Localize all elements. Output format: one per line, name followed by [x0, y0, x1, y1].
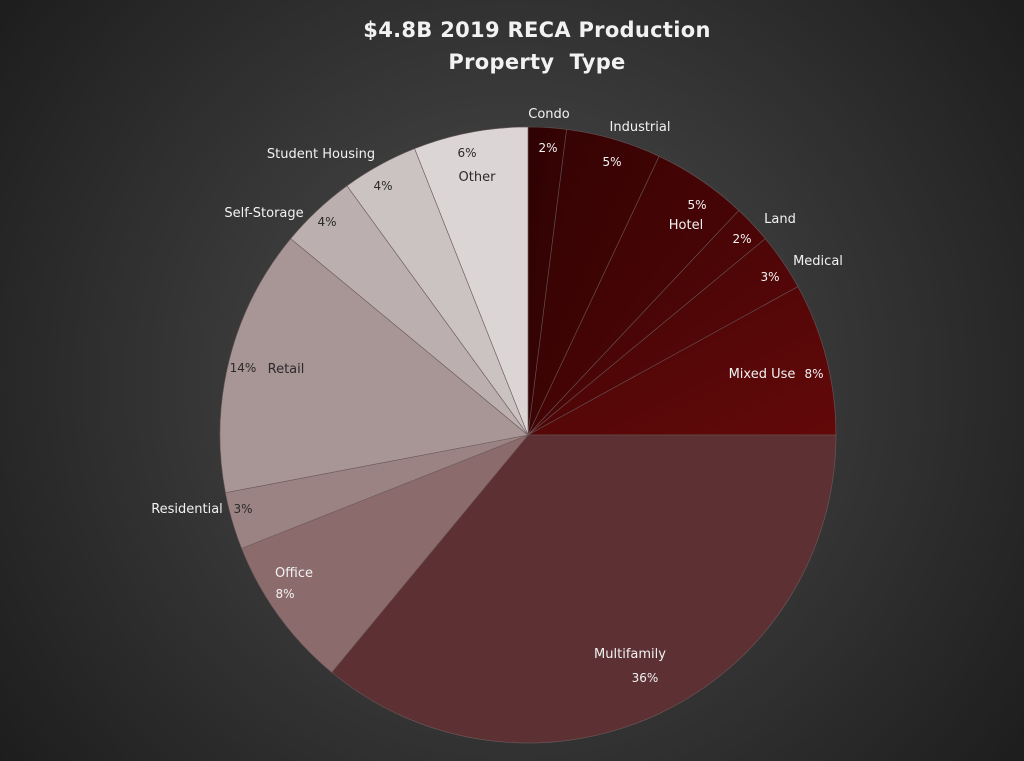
slice-percent-label: 36% [632, 671, 659, 685]
pie-slice-shade [528, 129, 660, 435]
slice-percent-label: 3% [233, 502, 252, 516]
chart-title: $4.8B 2019 RECA Production [363, 18, 711, 42]
pie-slices [219, 126, 837, 744]
slice-percent-label: 5% [687, 198, 706, 212]
slice-label: Retail [268, 362, 305, 377]
slice-label: Student Housing [267, 147, 375, 162]
pie-slice-shade [528, 238, 798, 435]
slice-percent-label: 8% [804, 367, 823, 381]
pie-slice-multifamily [331, 434, 837, 744]
slice-label: Medical [793, 254, 843, 269]
slice-label: Residential [151, 502, 223, 517]
pie-slice-shade [528, 286, 836, 435]
slice-percent-label: 14% [230, 361, 257, 375]
slice-label: Land [764, 212, 796, 227]
slice-percent-label: 6% [457, 146, 476, 160]
slice-label: Other [459, 170, 497, 185]
pie-slice-shade [528, 156, 739, 435]
slice-label: Office [275, 566, 313, 581]
slice-percent-label: 2% [538, 141, 557, 155]
slice-percent-label: 5% [602, 155, 621, 169]
pie-slice-other [414, 126, 529, 436]
slice-percent-label: 2% [732, 232, 751, 246]
pie-slice-retail [219, 238, 529, 494]
slice-percent-label: 8% [275, 587, 294, 601]
slice-percent-label: 3% [760, 270, 779, 284]
slice-label: Condo [528, 107, 570, 122]
slice-label: Mixed Use [729, 367, 796, 382]
slice-label: Industrial [610, 120, 671, 135]
pie-slice-shade [528, 210, 766, 435]
slice-percent-label: 4% [373, 179, 392, 193]
slice-label: Multifamily [594, 647, 666, 662]
chart-subtitle: Property Type [448, 50, 626, 74]
slice-percent-label: 4% [317, 215, 336, 229]
chart-title-block: $4.8B 2019 RECA Production Property Type [0, 14, 1024, 78]
slice-label: Self-Storage [224, 206, 303, 221]
slice-label: Hotel [669, 218, 703, 233]
pie-slice-office [241, 434, 529, 673]
pie-labels: Condo 2% Industrial 5% Hotel 5% Land 2% Medical 3… [151, 107, 843, 685]
